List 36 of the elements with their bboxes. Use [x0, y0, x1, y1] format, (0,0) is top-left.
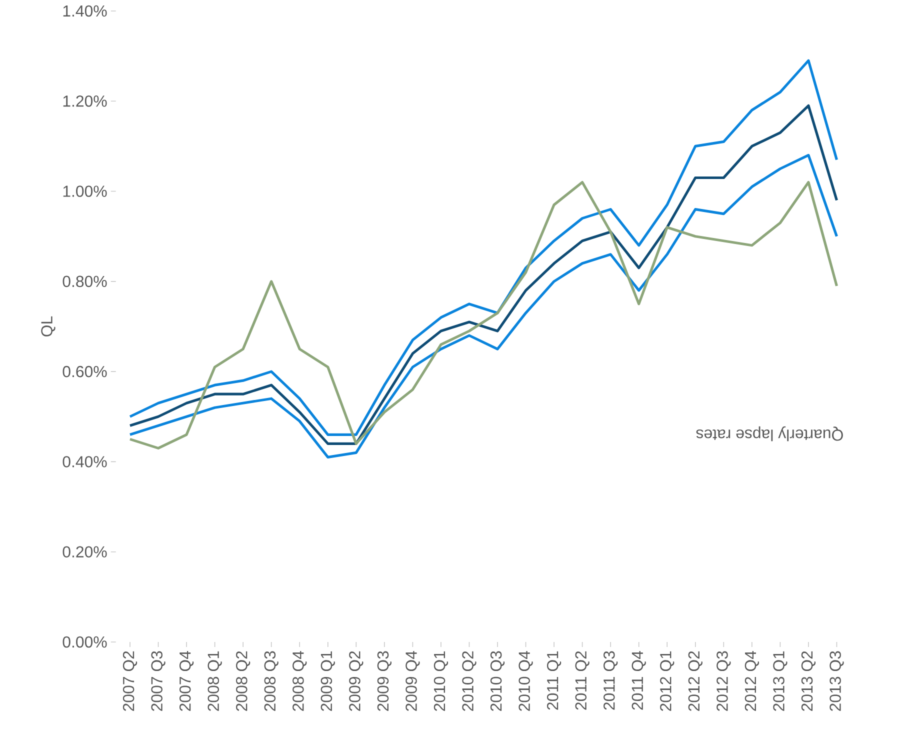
y-tick-label: 0.60% — [62, 366, 107, 378]
x-tick-label: 2012 Q4 — [744, 651, 760, 711]
x-tick-label: 2010 Q4 — [518, 651, 533, 711]
x-tick-label: 2009 Q4 — [406, 651, 420, 711]
x-tick-label: 2013 Q2 — [801, 651, 816, 711]
x-tick-label: 2013 Q3 — [830, 651, 844, 711]
x-tick-label: 2010 Q3 — [490, 651, 505, 711]
x-tick-label: 2007 Q2 — [122, 651, 138, 711]
x-tick-label: 2012 Q2 — [688, 651, 702, 711]
x-tick-label: 2012 Q3 — [716, 651, 731, 711]
y-tick-label: 1.20% — [63, 96, 107, 107]
x-tick-label: 2008 Q3 — [264, 651, 278, 711]
x-tick-label: 2011 Q2 — [575, 651, 590, 710]
x-tick-label: 2009 Q1 — [320, 651, 335, 711]
x-tick-label: 2011 Q3 — [604, 651, 618, 710]
x-tick-label: 2008 Q4 — [292, 651, 307, 711]
y-tick-label: 0.20% — [62, 546, 107, 558]
x-tick-label: 2007 Q3 — [151, 651, 166, 711]
x-tick-label: 2010 Q2 — [462, 651, 476, 711]
x-tick-label: 2008 Q2 — [236, 651, 250, 711]
x-tick-label: 2008 Q1 — [208, 651, 222, 711]
annotation: Quarterly lapse rates — [696, 426, 843, 442]
x-tick-label: 2011 Q1 — [546, 651, 562, 710]
y-tick-label: 1.40% — [63, 5, 107, 17]
x-tick-label: 2007 Q4 — [179, 651, 194, 711]
y-tick-label: 0.80% — [62, 276, 107, 288]
y-axis-title: QL — [41, 316, 56, 336]
y-tick-label: 1.00% — [63, 186, 107, 197]
y-tick-label: 0.00% — [62, 636, 107, 648]
x-tick-label: 2010 Q1 — [434, 651, 448, 711]
y-tick-label: 0.40% — [62, 456, 107, 468]
x-tick-label: 2009 Q3 — [377, 651, 392, 711]
x-tick-label: 2013 Q1 — [773, 651, 788, 711]
x-tick-label: 2012 Q1 — [660, 651, 674, 711]
x-tick-label: 2009 Q2 — [349, 651, 364, 711]
x-tick-label: 2011 Q4 — [632, 651, 646, 710]
